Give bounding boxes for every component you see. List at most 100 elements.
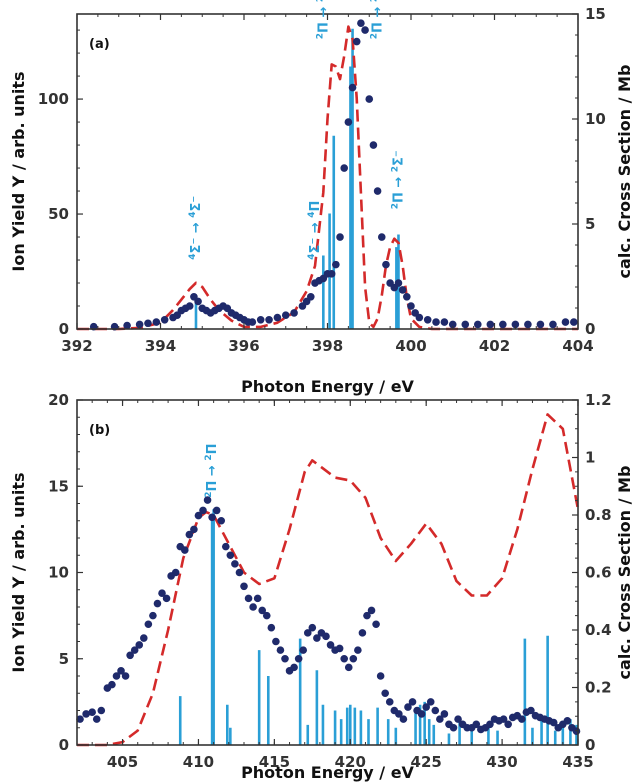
ion-yield-point	[372, 620, 380, 629]
annotation-superscript: 2	[390, 203, 400, 209]
transition-annotation: 2Π → 2Δ	[315, 0, 331, 39]
ion-yield-point	[423, 316, 432, 324]
panel-label: (a)	[89, 37, 110, 52]
ion-yield-point	[570, 318, 578, 326]
ion-yield-point	[299, 646, 308, 654]
ion-yield-point	[262, 611, 271, 620]
ion-yield-point	[336, 233, 344, 241]
transition-annotation: 4Σ⁻ → 4Σ⁻	[188, 196, 204, 260]
annotation-text: Σ⁻	[189, 196, 204, 212]
ion-yield-point	[385, 698, 394, 706]
panel-label: (b)	[89, 423, 110, 438]
ion-yield-point	[281, 311, 290, 320]
ion-yield-point	[335, 644, 344, 653]
ion-yield-point	[180, 546, 189, 554]
y2-axis-label: calc. Cross Section / Mb	[615, 65, 634, 279]
ion-yield-point	[461, 320, 470, 329]
ion-yield-point	[432, 318, 440, 326]
ion-yield-point	[108, 680, 116, 689]
ion-yield-point	[399, 715, 408, 723]
ion-yield-point	[235, 568, 244, 577]
annotation-superscript: 2	[204, 491, 214, 497]
ion-yield-point	[426, 698, 435, 706]
annotation-superscript: 2	[390, 166, 400, 172]
ion-yield-point	[313, 634, 321, 642]
x-tick-label: 396	[228, 337, 259, 355]
annotation-text: Π	[308, 201, 323, 212]
x-tick-label: 435	[562, 753, 593, 771]
ion-yield-point	[340, 164, 349, 172]
y2-tick-label: 0	[585, 736, 595, 754]
ion-yield-point	[144, 319, 152, 328]
ion-yield-point	[231, 560, 239, 568]
y2-tick-label: 0.2	[585, 679, 612, 697]
ion-yield-point	[536, 320, 545, 329]
cross-section-curve	[77, 25, 578, 331]
ion-yield-point	[398, 286, 407, 294]
annotation-text: Π	[205, 444, 220, 455]
ion-yield-point	[190, 525, 198, 534]
y2-tick-label: 1.2	[585, 391, 612, 409]
x-tick-label: 415	[259, 753, 290, 771]
ion-yield-point	[377, 233, 386, 241]
ion-yield-point	[123, 321, 131, 330]
ion-yield-point	[273, 313, 282, 322]
ion-yield-point	[394, 279, 403, 287]
ion-yield-point	[358, 629, 367, 637]
ion-yield-point	[381, 689, 389, 698]
x-tick-label: 405	[107, 753, 138, 771]
ion-yield-point	[549, 320, 557, 329]
y-tick-label: 20	[48, 391, 69, 409]
x-tick-label: 430	[486, 753, 517, 771]
ion-yield-point	[144, 620, 153, 629]
x-tick-label: 410	[183, 753, 214, 771]
ion-yield-point	[408, 698, 417, 706]
ion-yield-point	[253, 594, 262, 603]
ion-yield-point	[354, 646, 362, 654]
ion-yield-point	[135, 641, 144, 649]
ion-yield-point	[549, 718, 558, 727]
ion-yield-point	[474, 320, 482, 329]
ion-yield-point	[92, 715, 101, 723]
transition-annotation: 4Σ⁻ → 4Π	[307, 201, 323, 260]
ion-yield-point	[140, 634, 148, 642]
ion-yield-point	[373, 187, 382, 195]
ion-yield-point	[369, 141, 378, 149]
ion-yield-point	[326, 641, 335, 649]
ion-yield-point	[248, 318, 257, 326]
ion-yield-point	[194, 297, 202, 306]
annotation-superscript: 2	[370, 0, 380, 2]
ion-yield-point	[524, 320, 532, 329]
y-tick-label: 15	[48, 477, 69, 495]
annotation-text: Σ⁻ →	[189, 218, 204, 254]
y-axis-label: Ion Yield Y / arb. units	[9, 71, 28, 271]
plot-frame	[76, 399, 579, 746]
x-tick-label: 398	[312, 337, 343, 355]
ion-yield-point	[367, 606, 376, 615]
ion-yield-point	[135, 320, 144, 329]
ion-yield-point	[117, 667, 125, 675]
ion-yield-point	[162, 594, 171, 603]
ion-yield-point	[82, 710, 90, 718]
ion-yield-point	[272, 637, 280, 646]
ion-yield-point	[212, 506, 221, 515]
y-tick-label: 100	[38, 90, 69, 108]
ion-yield-point	[349, 654, 358, 663]
ion-yield-point	[436, 715, 444, 723]
ion-yield-point	[415, 313, 424, 322]
annotation-superscript: 4	[307, 253, 317, 259]
x-axis-label: Photon Energy / eV	[241, 377, 414, 396]
ion-yield-point	[454, 715, 462, 723]
ion-yield-point	[511, 320, 520, 329]
ion-yield-point	[249, 603, 257, 611]
ion-yield-point	[322, 632, 330, 641]
ion-yield-point	[185, 302, 194, 310]
annotation-text: Σ⁻	[391, 150, 406, 166]
y2-axis-label: calc. Cross Section / Mb	[615, 466, 634, 680]
ion-yield-point	[499, 320, 507, 329]
ion-yield-point	[449, 723, 458, 732]
ion-yield-point	[199, 506, 207, 515]
ion-yield-point	[561, 318, 570, 326]
y2-tick-label: 0.6	[585, 564, 612, 582]
ion-yield-point	[344, 663, 353, 672]
